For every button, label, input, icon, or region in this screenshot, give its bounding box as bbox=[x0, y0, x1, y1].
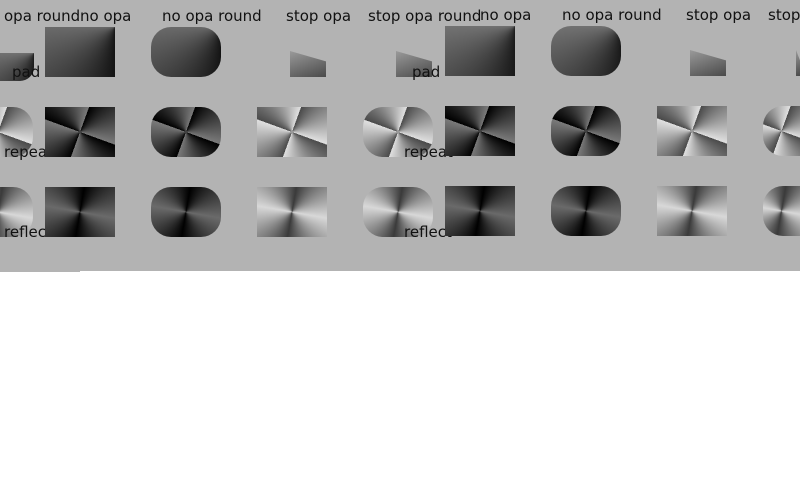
column-label-stop-opa-2: stop opa bbox=[686, 6, 752, 24]
row-label-reflect: reflect bbox=[4, 223, 52, 241]
row-label-reflect-2: reflect bbox=[404, 223, 452, 241]
gradient-tile-pad-opa-round bbox=[0, 53, 34, 81]
gradient-tile-reflect-no-opa-round bbox=[151, 187, 221, 237]
gradient-tile-reflect-stop-opa-2 bbox=[657, 186, 727, 236]
gradient-tile-pad-no-opa bbox=[45, 27, 115, 77]
gradient-tile-repeat-no-opa-round-2 bbox=[551, 106, 621, 156]
gradient-tile-repeat-stop-opa-round bbox=[363, 107, 433, 157]
gradient-tile-repeat-stop-opa-3 bbox=[763, 106, 800, 156]
gradient-tile-reflect-stop-opa bbox=[257, 187, 327, 237]
gradient-tile-repeat-no-opa-round bbox=[151, 107, 221, 157]
column-label-no-opa-round-2: no opa round bbox=[562, 6, 662, 24]
column-label-stop-opa-round: stop opa round bbox=[368, 7, 482, 25]
gradient-tile-reflect-no-opa bbox=[45, 187, 115, 237]
gradient-tile-repeat-stop-opa bbox=[257, 107, 327, 157]
column-label-no-opa: no opa bbox=[80, 7, 132, 25]
column-label-stop-opa-3: stop opa bbox=[768, 6, 800, 24]
gradient-tile-pad-stop-opa-3 bbox=[796, 50, 800, 76]
row-label-pad-2: pad bbox=[412, 63, 441, 81]
gradient-tile-reflect-stop-opa-3 bbox=[763, 186, 800, 236]
row-label-repeat: repeat bbox=[4, 143, 53, 161]
gradient-tile-pad-no-opa-2 bbox=[445, 26, 515, 76]
gradient-tile-repeat-no-opa-2 bbox=[445, 106, 515, 156]
column-label-no-opa-round: no opa round bbox=[162, 7, 262, 25]
gradient-tile-repeat-opa-round bbox=[0, 107, 33, 157]
gradient-tile-repeat-no-opa bbox=[45, 107, 115, 157]
gradient-tile-reflect-no-opa-2 bbox=[445, 186, 515, 236]
column-label-stop-opa: stop opa bbox=[286, 7, 352, 25]
row-label-repeat-2: repeat bbox=[404, 143, 453, 161]
gradient-tile-reflect-no-opa-round-2 bbox=[551, 186, 621, 236]
gradient-tile-repeat-stop-opa-2 bbox=[657, 106, 727, 156]
gradient-tile-pad-no-opa-round-2 bbox=[551, 26, 621, 76]
column-label-opa-round: opa round bbox=[4, 7, 81, 25]
gradient-tile-reflect-opa-round bbox=[0, 187, 33, 237]
panel-strip bbox=[0, 271, 80, 272]
gradient-tile-pad-no-opa-round bbox=[151, 27, 221, 77]
column-label-no-opa-2: no opa bbox=[480, 6, 532, 24]
row-label-pad: pad bbox=[12, 63, 41, 81]
gradient-tile-reflect-stop-opa-round bbox=[363, 187, 433, 237]
